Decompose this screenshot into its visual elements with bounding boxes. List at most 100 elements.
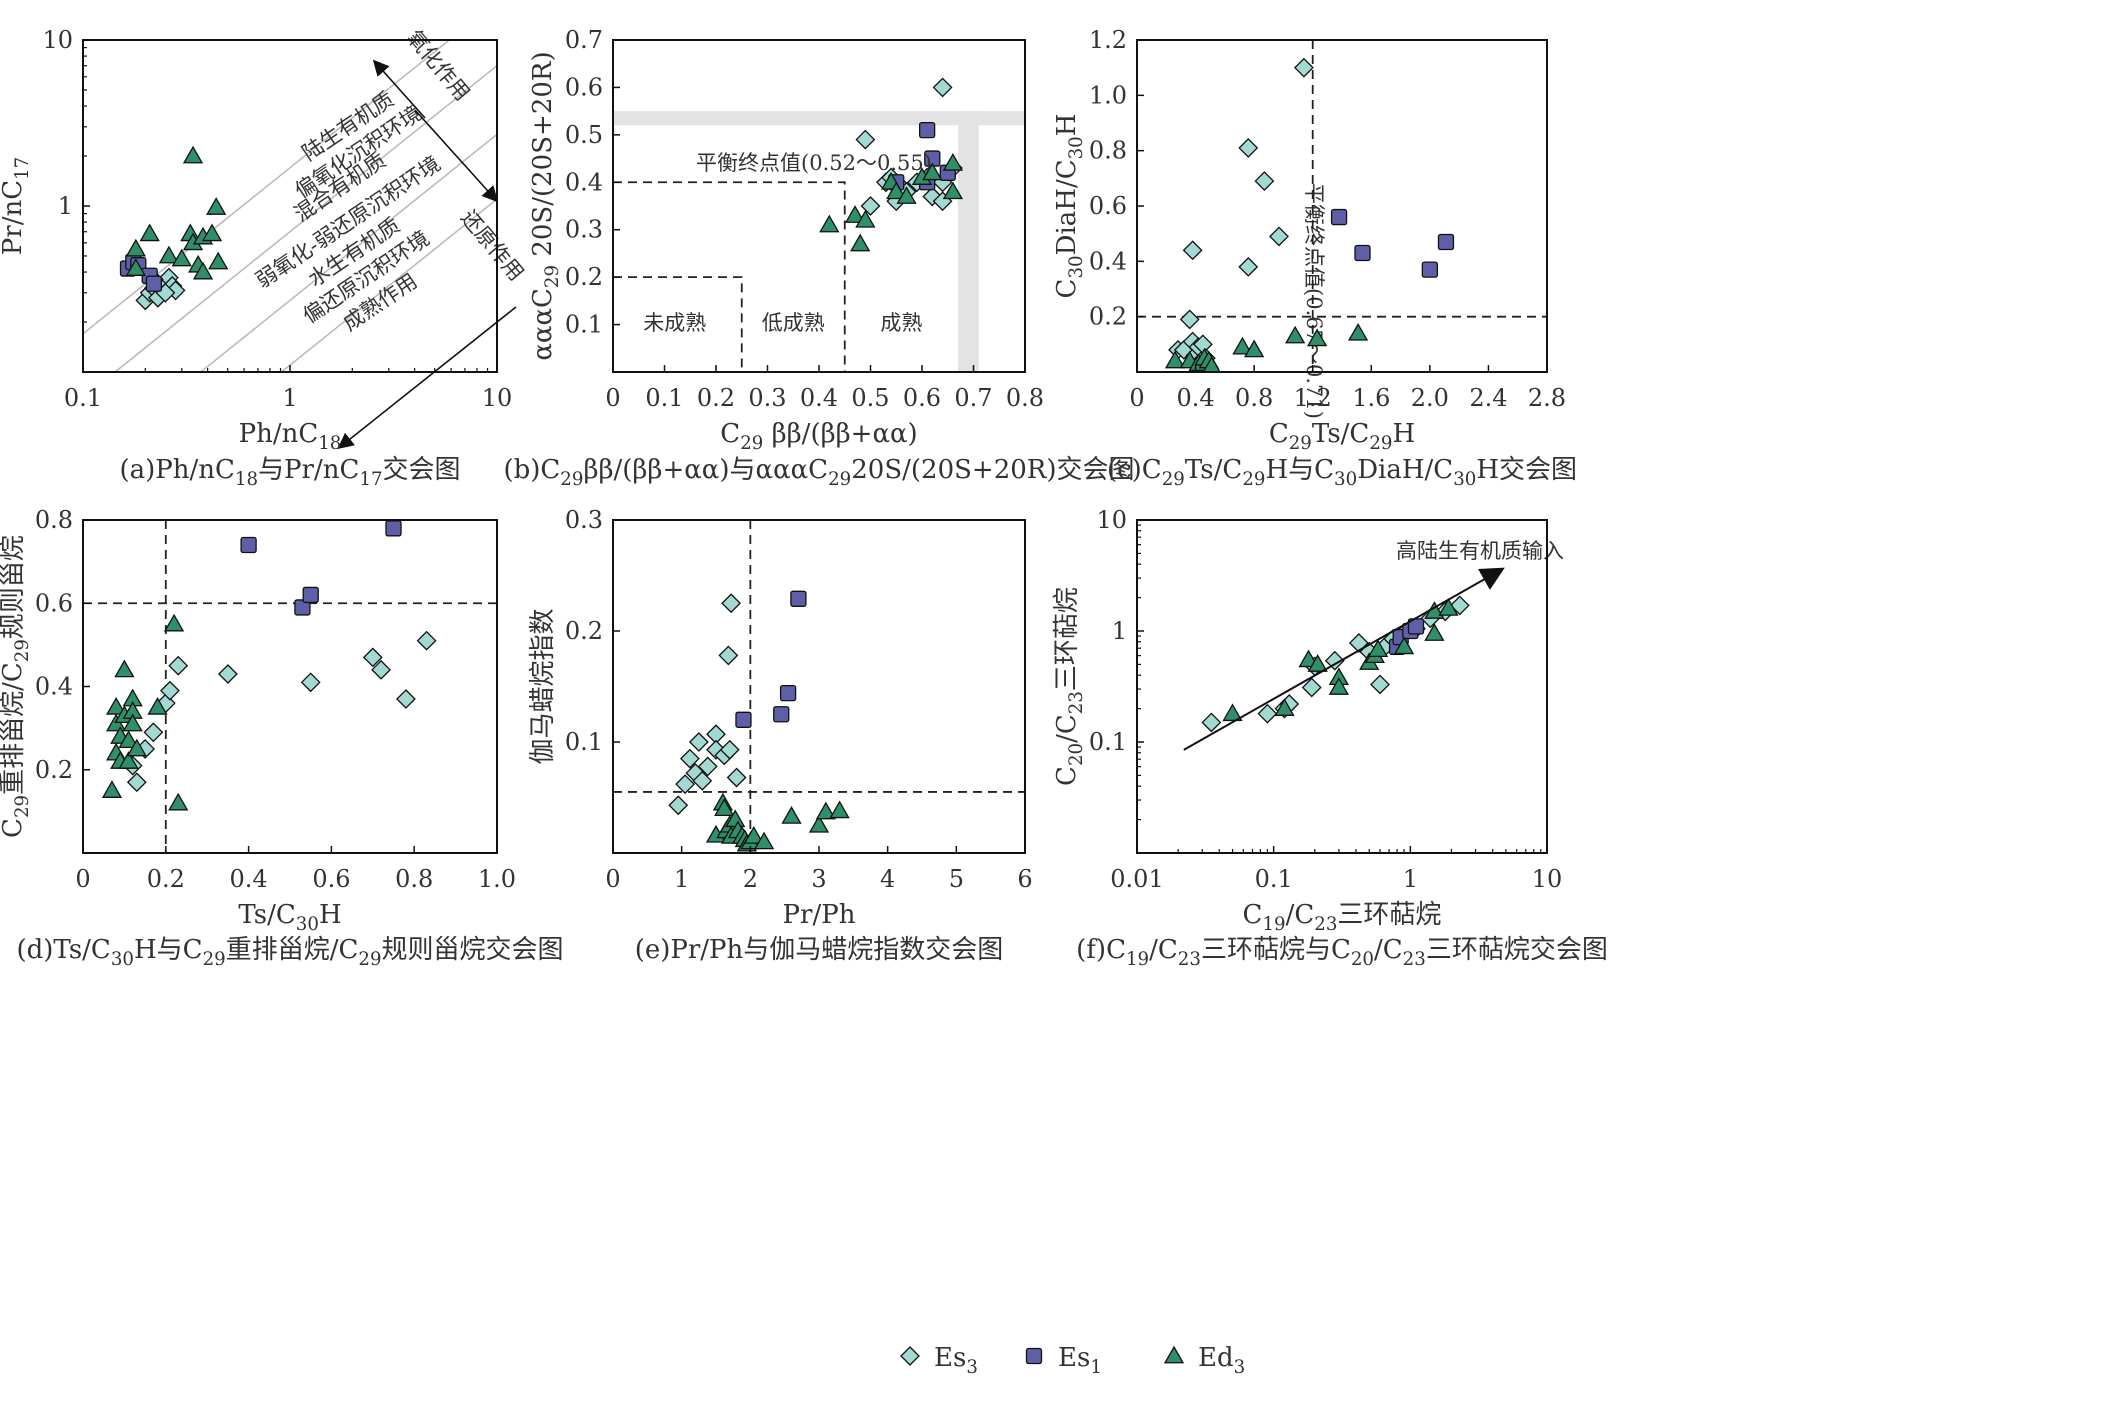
y-tick-label: 0.8 — [35, 506, 73, 534]
x-axis-label: Ph/nC18 — [239, 419, 342, 454]
data-point — [1201, 712, 1222, 733]
zone-label: 未成熟 — [643, 311, 706, 335]
data-point — [855, 209, 876, 228]
x-tick-label: 0.7 — [954, 384, 992, 412]
annotation: 还原作用 — [456, 206, 528, 286]
data-point — [1244, 339, 1265, 358]
x-tick-label: 0.3 — [748, 384, 786, 412]
y-tick-label: 1 — [1112, 617, 1127, 645]
data-point — [942, 181, 964, 200]
panel-caption: (d)Ts/C30H与C29重排甾烷/C29规则甾烷交会图 — [16, 935, 563, 970]
ticks: 0.1 1 10 1 10 — [42, 26, 512, 412]
y-tick-label: 0.6 — [35, 589, 73, 617]
x-tick-label: 0.4 — [230, 865, 268, 893]
y-tick-label: 0.3 — [565, 216, 603, 244]
x-tick-label: 0.4 — [800, 384, 838, 412]
legend-marker — [900, 1346, 920, 1366]
x-tick-label: 10 — [1532, 865, 1563, 893]
x-tick-label: 0.1 — [1255, 865, 1293, 893]
data-point — [714, 798, 735, 816]
y-tick-label: 1.2 — [1089, 26, 1127, 54]
data-point — [679, 748, 700, 769]
y-tick-label: 0.2 — [1089, 303, 1127, 331]
legend-label: Ed3 — [1198, 1343, 1245, 1378]
data-point — [896, 186, 917, 204]
y-tick-label: 0.2 — [35, 756, 73, 784]
x-tick-label: 6 — [1017, 865, 1032, 893]
x-tick-label: 0.8 — [395, 865, 433, 893]
y-tick-label: 1 — [58, 192, 73, 220]
data-point — [206, 197, 227, 215]
data-point — [819, 214, 840, 233]
plot-area — [613, 520, 1025, 853]
y-tick-label: 0.7 — [565, 26, 603, 54]
x-tick-label: 0.1 — [64, 384, 102, 412]
y-tick-label: 0.4 — [565, 168, 603, 196]
panel-caption: (f)C19/C23三环萜烷与C20/C23三环萜烷交会图 — [1076, 935, 1608, 970]
data-point — [688, 732, 709, 752]
data-point — [860, 196, 881, 216]
data-point — [726, 767, 747, 788]
data-point — [1222, 703, 1243, 722]
data-point — [1257, 703, 1278, 724]
y-axis-label: 伽马蜡烷指数 — [528, 608, 558, 764]
data-point — [1182, 240, 1203, 261]
diagonal-line — [199, 133, 497, 372]
data-point — [1202, 356, 1221, 372]
x-tick-label: 0 — [605, 384, 620, 412]
x-tick-label: 0.8 — [1235, 384, 1273, 412]
data-point — [829, 800, 850, 819]
x-tick-label: 0.2 — [147, 865, 185, 893]
y-axis-label: C29重排甾烷/C29规则甾烷 — [0, 535, 33, 838]
data-point — [942, 153, 964, 171]
data-point — [922, 162, 943, 181]
y-tick-label: 10 — [1096, 506, 1127, 534]
x-tick-label: 0.6 — [312, 865, 350, 893]
x-tick-label: 0.8 — [1006, 384, 1044, 412]
legend-label: Es1 — [1058, 1343, 1102, 1378]
data-point — [1347, 322, 1369, 341]
equilibrium-band-h — [613, 111, 1025, 126]
y-tick-label: 0.1 — [1089, 728, 1127, 756]
series-Es1 — [240, 520, 402, 616]
data-point — [1367, 639, 1389, 657]
series-Ed3 — [819, 153, 964, 252]
data-point — [692, 770, 713, 791]
panel-c: 0 0.4 0.8 1.2 1.6 2.0 2.4 2.8 0.2 0.4 0.6 0.8 1.0 1.2… — [1052, 26, 1577, 490]
plot-area — [1201, 595, 1470, 733]
zone-boundary — [613, 276, 743, 372]
data-point — [1238, 137, 1259, 158]
data-point — [697, 756, 718, 777]
data-point — [1421, 261, 1439, 278]
series-Es3 — [668, 593, 747, 816]
data-point — [850, 233, 871, 252]
data-point — [126, 772, 147, 793]
data-point — [1393, 636, 1415, 655]
y-tick-label: 0.1 — [565, 311, 603, 339]
data-point — [1306, 328, 1328, 347]
x-tick-label: 2 — [743, 865, 758, 893]
data-point — [125, 258, 146, 276]
data-point — [808, 814, 830, 833]
x-axis-label: C19/C23三环萜烷 — [1243, 900, 1442, 935]
x-tick-label: 0.5 — [851, 384, 889, 412]
data-point — [143, 722, 164, 743]
y-tick-label: 0.3 — [565, 506, 603, 534]
y-tick-label: 10 — [42, 26, 73, 54]
data-point — [735, 711, 752, 728]
y-tick-label: 1.0 — [1089, 81, 1127, 109]
legend-item-Ed3: Ed3 — [1163, 1343, 1245, 1378]
reduction-arrow — [414, 109, 499, 203]
data-point — [815, 801, 836, 820]
x-axis-label: Pr/Ph — [783, 900, 856, 930]
equilibrium-band-v — [958, 111, 979, 372]
data-point — [1328, 677, 1349, 695]
y-tick-label: 0.4 — [1089, 247, 1127, 275]
x-tick-label: 10 — [482, 384, 513, 412]
x-tick-label: 1 — [282, 384, 297, 412]
data-point — [1254, 171, 1275, 192]
data-point — [1301, 677, 1322, 698]
x-tick-label: 3 — [811, 865, 826, 893]
legend-marker — [1025, 1347, 1043, 1365]
